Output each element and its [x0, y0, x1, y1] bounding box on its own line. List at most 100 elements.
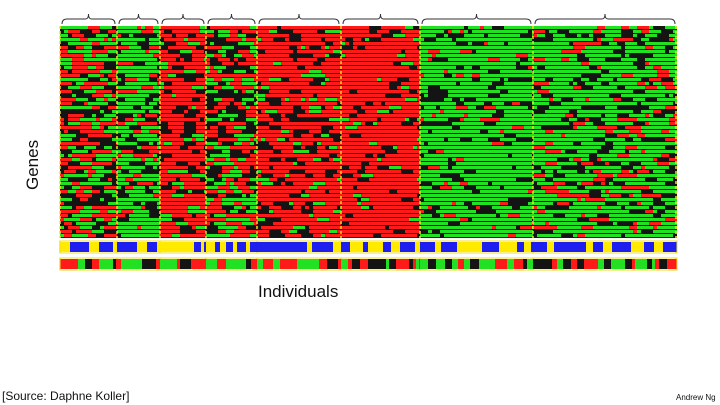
annotation-cell [352, 259, 360, 269]
heatmap-cell [385, 50, 393, 53]
heatmap-cell [557, 86, 561, 89]
heatmap-cell [649, 114, 653, 117]
heatmap-cell [585, 190, 589, 193]
heatmap-cell [480, 190, 492, 193]
heatmap-cell [605, 46, 613, 49]
annotation-cell [201, 242, 204, 252]
heatmap-cell [561, 78, 573, 81]
heatmap-cell [468, 42, 472, 45]
heatmap-cell [313, 102, 317, 105]
heatmap-cell [389, 118, 401, 121]
heatmap-cell [121, 154, 125, 157]
heatmap-cell [313, 42, 317, 45]
heatmap-cell [653, 142, 661, 145]
heatmap-cell [589, 90, 601, 93]
heatmap-cell [313, 138, 317, 141]
heatmap-cell [341, 210, 353, 213]
heatmap-cell [200, 182, 206, 185]
annotation-cell [445, 259, 452, 269]
heatmap-cell [440, 42, 448, 45]
heatmap-cell [60, 182, 72, 185]
heatmap-cell [153, 42, 160, 45]
annotation-cell [617, 259, 625, 269]
heatmap-cell [341, 110, 345, 113]
heatmap-cell [80, 106, 92, 109]
heatmap-cell [460, 98, 464, 101]
heatmap-cell [420, 110, 432, 113]
heatmap-cell [645, 82, 649, 85]
heatmap-cell [653, 174, 661, 177]
heatmap-cell [230, 30, 238, 33]
heatmap-cell [157, 82, 160, 85]
heatmap-cell [238, 106, 242, 109]
heatmap-cell [496, 122, 504, 125]
heatmap-cell [504, 70, 512, 73]
heatmap-cell [516, 194, 524, 197]
heatmap-cell [68, 50, 80, 53]
heatmap-cell [341, 134, 349, 137]
annotation-bar-expression [59, 257, 678, 271]
heatmap-cell [80, 198, 84, 201]
annotation-cell [319, 259, 327, 269]
heatmap-cell [424, 94, 428, 97]
heatmap-cell [417, 90, 420, 93]
heatmap-cell [508, 50, 516, 53]
heatmap-cell [277, 46, 285, 49]
annotation-cell [636, 242, 641, 252]
annotation-cell [263, 259, 268, 269]
heatmap-cell [160, 226, 168, 229]
heatmap-cell [153, 174, 157, 177]
heatmap-cell [133, 178, 141, 181]
heatmap-cell [84, 210, 96, 213]
heatmap-cell [637, 234, 645, 237]
heatmap-cell [117, 138, 125, 141]
heatmap-cell [345, 198, 357, 201]
heatmap-cell [261, 134, 273, 137]
heatmap-cell [504, 218, 516, 221]
heatmap-cell [492, 42, 504, 45]
heatmap-cell [456, 54, 460, 57]
heatmap-cell [385, 182, 397, 185]
annotation-cell [533, 242, 543, 252]
heatmap-cell [226, 178, 234, 181]
heatmap-cell [214, 78, 222, 81]
heatmap-cell [625, 82, 637, 85]
heatmap-cell [293, 174, 297, 177]
heatmap-cell [273, 186, 285, 189]
heatmap-cell [401, 166, 413, 169]
heatmap-cell [141, 206, 145, 209]
heatmap-cell [420, 234, 424, 237]
heatmap-cell [64, 170, 68, 173]
heatmap-cell [206, 54, 214, 57]
heatmap-cell [176, 126, 184, 129]
heatmap-cell [420, 178, 428, 181]
heatmap-cell [512, 126, 524, 129]
heatmap-cell [121, 234, 129, 237]
heatmap-cell [512, 142, 516, 145]
heatmap-cell [581, 66, 585, 69]
heatmap-cell [160, 178, 164, 181]
heatmap-cell [137, 114, 141, 117]
heatmap-cell [621, 26, 629, 29]
heatmap-cell [196, 122, 206, 125]
heatmap-cell [381, 178, 393, 181]
annotation-cell [264, 242, 273, 252]
heatmap-cell [333, 42, 341, 45]
heatmap-cell [108, 154, 117, 157]
annotation-cell [472, 242, 482, 252]
heatmap-cell [329, 218, 341, 221]
heatmap-cell [242, 146, 254, 149]
heatmap-cell [341, 214, 345, 217]
heatmap-cell [254, 54, 257, 57]
heatmap-cell [657, 106, 665, 109]
annotation-cell [160, 259, 168, 269]
heatmap-cell [413, 198, 420, 201]
heatmap-cell [116, 214, 117, 217]
heatmap-cell [665, 54, 677, 57]
heatmap-cell [116, 94, 117, 97]
heatmap-cell [369, 210, 377, 213]
heatmap-cell [242, 222, 254, 225]
heatmap-cell [269, 58, 273, 61]
heatmap-cell [417, 78, 420, 81]
heatmap-cell [432, 54, 436, 57]
